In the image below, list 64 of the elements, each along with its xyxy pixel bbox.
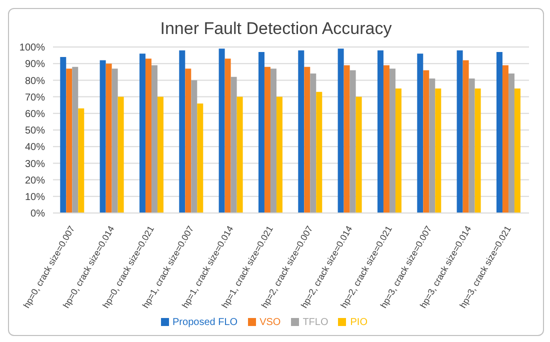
- bar: [474, 88, 481, 213]
- bar: [191, 80, 198, 213]
- bar: [417, 54, 424, 213]
- bar: [383, 65, 390, 213]
- bar: [344, 65, 350, 213]
- y-tick-label: 60%: [24, 108, 46, 120]
- y-tick-label: 0%: [30, 208, 46, 220]
- bar: [350, 70, 356, 213]
- bar: [389, 68, 396, 213]
- bar: [230, 76, 237, 213]
- bar: [139, 54, 146, 213]
- bar: [78, 108, 84, 213]
- bar: [508, 74, 514, 213]
- bar: [423, 70, 430, 213]
- legend-label: PIO: [350, 317, 368, 328]
- bar: [462, 60, 469, 213]
- bar: [304, 66, 310, 213]
- y-tick-label: 50%: [24, 126, 46, 137]
- bar: [298, 50, 304, 213]
- chart-title: Inner Fault Detection Accuracy: [159, 19, 393, 40]
- bar: [72, 66, 78, 213]
- bar: [395, 88, 402, 213]
- y-tick-label: 90%: [24, 59, 46, 70]
- y-tick-label: 10%: [24, 192, 46, 203]
- bar: [185, 68, 192, 213]
- bar: [468, 78, 475, 213]
- y-tick-label: 80%: [24, 76, 46, 87]
- bar: [66, 68, 72, 213]
- bar: [218, 48, 225, 213]
- bar: [514, 88, 520, 213]
- bar: [310, 74, 316, 213]
- bar: [502, 65, 508, 213]
- bar: [429, 78, 436, 213]
- y-tick-label: 30%: [24, 158, 46, 170]
- y-tick-label: 40%: [24, 142, 46, 154]
- bar: [100, 60, 106, 213]
- bar: [356, 96, 362, 213]
- bar: [106, 64, 112, 213]
- bar: [60, 56, 66, 213]
- bar: [157, 96, 164, 213]
- bar: [496, 52, 502, 213]
- legend-label: VSO: [260, 317, 281, 328]
- bar: [197, 103, 204, 213]
- bar: [276, 96, 282, 213]
- bar: [236, 96, 243, 213]
- bar: [338, 48, 344, 213]
- bar: [435, 88, 442, 213]
- bar: [316, 92, 322, 213]
- bar: [264, 66, 270, 213]
- y-tick-label: 20%: [24, 175, 46, 186]
- bar: [151, 65, 158, 213]
- y-tick-label: 100%: [19, 42, 46, 54]
- bar: [112, 68, 118, 213]
- bar: [145, 58, 152, 213]
- bar: [270, 68, 276, 213]
- y-tick-label: 70%: [24, 92, 46, 104]
- bar: [179, 50, 186, 213]
- bar: [118, 96, 124, 213]
- legend-label: TFLO: [302, 317, 328, 328]
- bar: [258, 52, 264, 213]
- bar: [456, 50, 463, 213]
- bar: [377, 50, 384, 213]
- bar: [224, 58, 231, 213]
- legend-label: Proposed FLO: [172, 317, 238, 328]
